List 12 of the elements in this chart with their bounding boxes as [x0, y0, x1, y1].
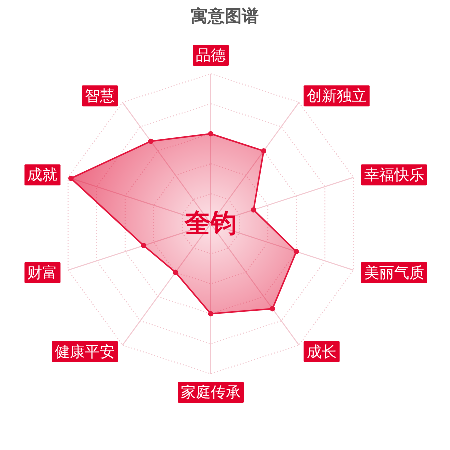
- chart-title: 寓意图谱: [191, 7, 259, 27]
- spoke-label: 成就: [28, 166, 58, 184]
- spoke-label: 幸福快乐: [364, 166, 424, 184]
- spoke-label: 智慧: [85, 87, 116, 106]
- text: 奎钧: [184, 209, 237, 239]
- spoke-label: 成长: [306, 342, 337, 361]
- spoke-label: 创新独立: [306, 87, 367, 106]
- spoke-label: 品德: [196, 46, 226, 64]
- spoke-label: 财富: [28, 264, 58, 282]
- spoke-label: 美丽气质: [364, 264, 424, 282]
- spoke-label: 家庭传承: [181, 384, 241, 402]
- spoke-label: 健康平安: [55, 342, 116, 361]
